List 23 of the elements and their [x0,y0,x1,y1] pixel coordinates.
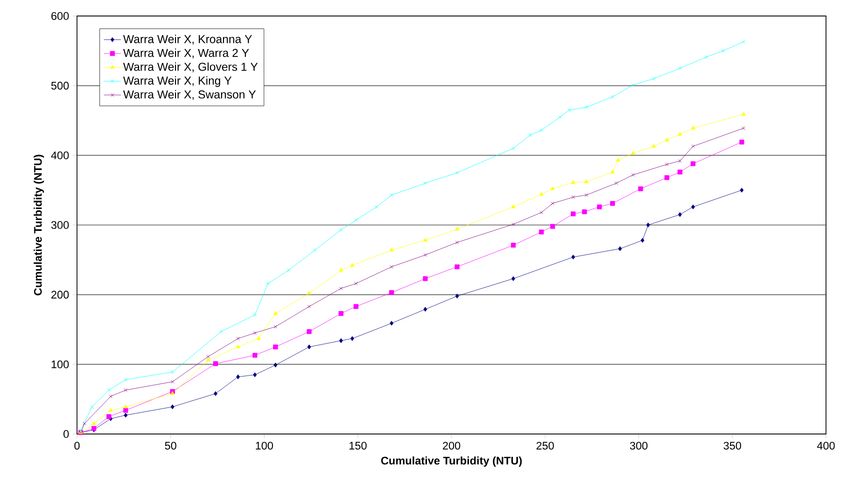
legend-label: Warra Weir X, Warra 2 Y [123,48,249,58]
legend-label: Warra Weir X, Kroanna Y [123,34,252,45]
x-tick-label: 150 [350,442,367,450]
x-tick-label: 400 [817,442,835,450]
x-tick-label: 100 [256,442,273,450]
x-tick-label: 250 [536,442,554,450]
x-tick-label: 300 [630,442,648,450]
legend-label: Warra Weir X, Glovers 1 Y [123,62,258,72]
y-tick-label: 600 [51,12,69,20]
x-tick-label: 0 [74,442,80,450]
y-tick-label: 200 [51,290,69,299]
legend-label: Warra Weir X, King Y [123,76,232,87]
x-tick-label: 350 [724,442,742,450]
y-tick-label: 400 [51,151,69,160]
y-axis-title: Cumulative Turbidity (NTU) [34,154,44,296]
y-tick-label: 500 [51,82,69,90]
y-tick-label: 100 [52,360,69,368]
legend-label: Warra Weir X, Swanson Y [123,90,256,100]
y-tick-label: 300 [51,221,69,229]
y-tick-label: 0 [64,430,69,438]
x-tick-label: 200 [442,442,460,450]
x-axis-title: Cumulative Turbidity (NTU) [381,456,522,467]
x-tick-label: 50 [164,442,176,450]
